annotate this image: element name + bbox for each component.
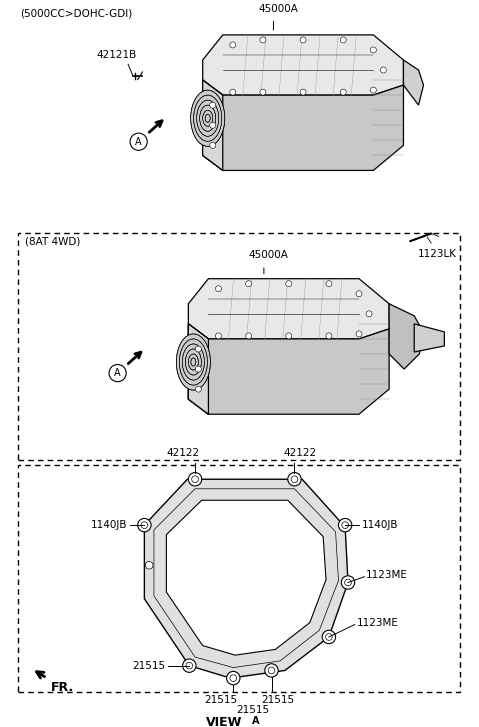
Polygon shape	[144, 479, 348, 678]
Circle shape	[216, 286, 221, 292]
Text: 1123LK: 1123LK	[418, 249, 457, 259]
Polygon shape	[203, 80, 223, 170]
Circle shape	[260, 89, 266, 95]
Polygon shape	[403, 60, 423, 105]
Text: 21515: 21515	[262, 695, 295, 705]
Circle shape	[339, 518, 352, 532]
Circle shape	[260, 37, 266, 43]
Circle shape	[188, 473, 202, 486]
Polygon shape	[203, 35, 403, 95]
Circle shape	[286, 333, 292, 339]
Circle shape	[380, 67, 387, 73]
Polygon shape	[414, 324, 445, 352]
Circle shape	[195, 366, 201, 372]
Circle shape	[342, 576, 355, 589]
Text: 21515: 21515	[236, 705, 269, 715]
Polygon shape	[188, 324, 208, 414]
Circle shape	[141, 522, 148, 529]
Circle shape	[182, 659, 196, 672]
Circle shape	[186, 662, 193, 669]
Text: 1140JB: 1140JB	[91, 520, 127, 530]
Polygon shape	[166, 500, 326, 655]
Circle shape	[356, 331, 362, 337]
Text: 42122: 42122	[166, 448, 199, 458]
Text: 45000A: 45000A	[258, 4, 298, 14]
Circle shape	[370, 47, 376, 53]
Circle shape	[340, 37, 346, 43]
Circle shape	[210, 103, 216, 108]
Circle shape	[210, 142, 216, 148]
Circle shape	[230, 675, 237, 681]
Text: A: A	[114, 368, 121, 378]
Text: VIEW: VIEW	[205, 716, 242, 727]
Circle shape	[342, 522, 349, 529]
Text: A: A	[136, 137, 142, 147]
Polygon shape	[188, 324, 208, 414]
Circle shape	[322, 630, 336, 643]
Circle shape	[192, 476, 198, 483]
Text: 21515: 21515	[132, 661, 165, 671]
Text: 1123ME: 1123ME	[357, 618, 399, 627]
Bar	[18, 233, 460, 460]
Circle shape	[145, 561, 153, 569]
Circle shape	[326, 281, 332, 286]
Circle shape	[246, 281, 251, 286]
Circle shape	[137, 518, 151, 532]
Circle shape	[265, 664, 278, 677]
Circle shape	[300, 37, 306, 43]
Circle shape	[195, 386, 201, 392]
Polygon shape	[203, 80, 403, 170]
Text: 45000A: 45000A	[249, 250, 289, 260]
Circle shape	[300, 89, 306, 95]
Circle shape	[230, 89, 236, 95]
Text: FR.: FR.	[51, 681, 74, 694]
Circle shape	[326, 333, 332, 339]
Circle shape	[370, 87, 376, 93]
Text: 42122: 42122	[284, 448, 317, 458]
Circle shape	[268, 667, 275, 674]
Circle shape	[288, 473, 301, 486]
Circle shape	[345, 579, 352, 586]
Text: (5000CC>DOHC-GDI): (5000CC>DOHC-GDI)	[20, 9, 132, 19]
Circle shape	[230, 42, 236, 48]
Polygon shape	[188, 324, 389, 414]
Circle shape	[216, 333, 221, 339]
Ellipse shape	[176, 334, 210, 390]
Circle shape	[210, 122, 216, 128]
Text: 1123ME: 1123ME	[366, 570, 408, 580]
Circle shape	[291, 476, 298, 483]
Text: 1140JB: 1140JB	[361, 520, 398, 530]
Ellipse shape	[191, 90, 225, 146]
Text: 21515: 21515	[205, 695, 238, 705]
Circle shape	[356, 291, 362, 297]
Circle shape	[326, 634, 332, 640]
Circle shape	[286, 281, 292, 286]
Polygon shape	[188, 278, 389, 339]
Polygon shape	[389, 304, 424, 369]
Circle shape	[227, 672, 240, 685]
Text: A: A	[251, 716, 259, 726]
Circle shape	[366, 311, 372, 317]
Circle shape	[246, 333, 251, 339]
Circle shape	[195, 346, 201, 352]
Text: 42121B: 42121B	[97, 50, 137, 60]
Circle shape	[340, 89, 346, 95]
Text: (8AT 4WD): (8AT 4WD)	[25, 236, 80, 246]
Bar	[18, 465, 460, 692]
Polygon shape	[203, 80, 223, 170]
